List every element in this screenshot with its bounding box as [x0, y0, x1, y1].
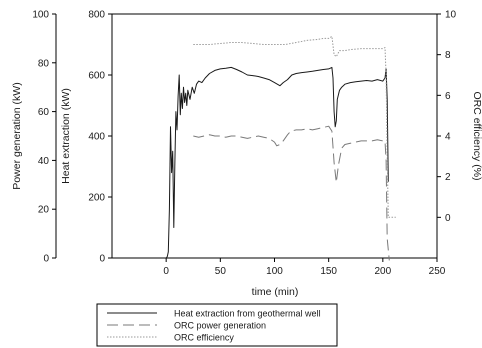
legend-label-efficiency: ORC efficiency [174, 333, 234, 343]
x-tick-label: 50 [215, 266, 227, 277]
series-line-power [193, 125, 390, 261]
legend-label-power: ORC power generation [174, 321, 266, 331]
eff-tick-label: 0 [445, 213, 451, 224]
legend-label-heat: Heat extraction from geothermal well [174, 309, 321, 319]
series-line-eff [193, 35, 396, 218]
heat-axis-ticks: 0 200 400 600 800 [88, 10, 112, 265]
legend-box [96, 303, 338, 347]
legend: Heat extraction from geothermal well ORC… [96, 303, 338, 347]
y-axis-label-heat: Heat extraction (kW) [60, 88, 72, 184]
eff-tick-label: 8 [445, 50, 451, 61]
power-tick-label: 80 [38, 58, 50, 69]
eff-tick-label: 10 [445, 10, 457, 21]
power-tick-label: 100 [32, 10, 49, 21]
eff-tick-label: 4 [445, 132, 451, 143]
heat-tick-label: 0 [99, 254, 105, 265]
x-axis-ticks: 0 50 100 150 200 250 [163, 258, 446, 277]
eff-tick-label: 2 [445, 172, 451, 183]
power-tick-label: 20 [38, 205, 50, 216]
heat-tick-label: 800 [88, 10, 105, 21]
x-tick-label: 250 [429, 266, 446, 277]
x-tick-label: 0 [163, 266, 169, 277]
x-tick-label: 100 [266, 266, 283, 277]
power-tick-label: 0 [43, 254, 49, 265]
x-tick-label: 200 [374, 266, 391, 277]
efficiency-axis-ticks: 0 2 4 6 8 10 [437, 10, 457, 224]
power-tick-label: 40 [38, 156, 50, 167]
y-axis-label-efficiency: ORC efficiency (%) [471, 91, 482, 180]
heat-tick-label: 400 [88, 132, 105, 143]
power-tick-label: 60 [38, 107, 50, 118]
series-line-heat [165, 66, 389, 259]
heat-tick-label: 600 [88, 71, 105, 82]
x-tick-label: 150 [320, 266, 337, 277]
heat-tick-label: 200 [88, 193, 105, 204]
eff-tick-label: 6 [445, 91, 451, 102]
power-axis-ticks: 0 20 40 60 80 100 [32, 10, 56, 265]
series-lines [165, 35, 396, 261]
x-axis-label: time (min) [252, 286, 299, 298]
y-axis-label-power: Power generation (kW) [11, 82, 23, 189]
plot-frame [111, 13, 438, 259]
